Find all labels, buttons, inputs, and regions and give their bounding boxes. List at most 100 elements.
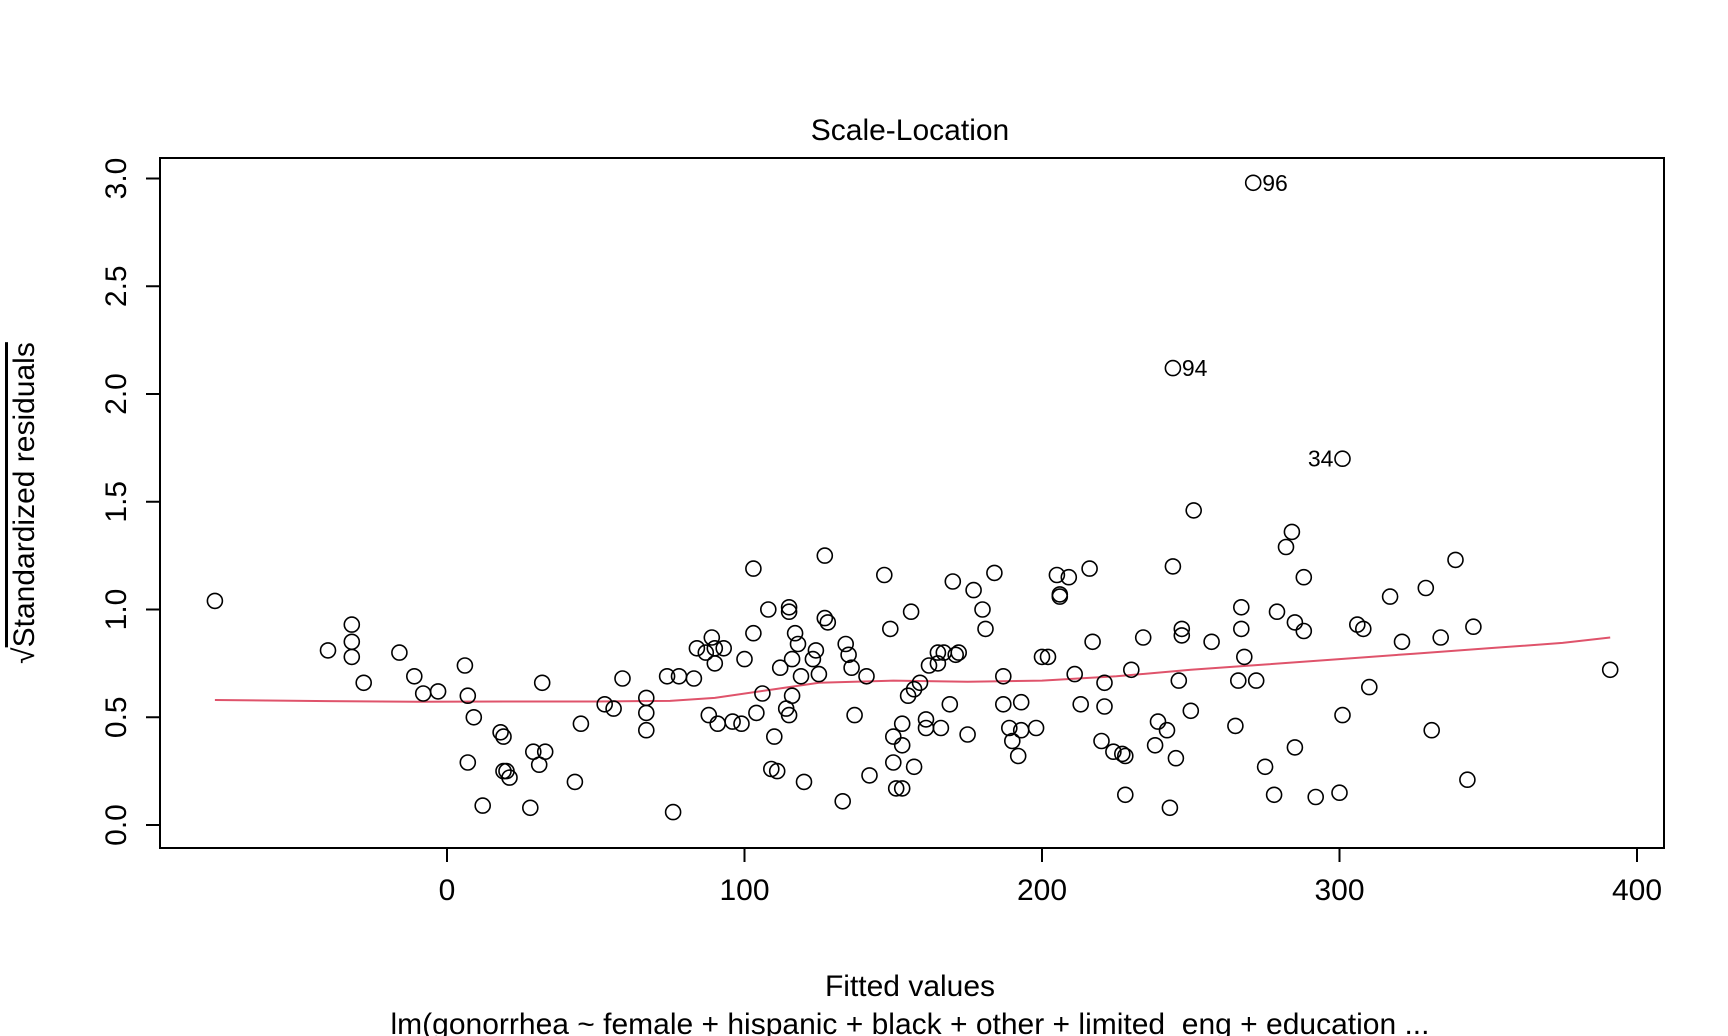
y-tick-label: 1.0	[100, 589, 133, 631]
data-point	[986, 564, 1003, 582]
data-point	[1247, 672, 1265, 689]
data-point	[572, 715, 590, 733]
data-point	[843, 659, 860, 677]
data-point	[1230, 672, 1247, 689]
data-point	[941, 695, 959, 713]
data-point	[703, 629, 721, 646]
data-point	[459, 687, 477, 705]
data-point	[887, 780, 905, 797]
data-point	[1227, 717, 1244, 735]
data-point	[840, 646, 857, 664]
data-point	[780, 598, 798, 616]
data-point	[206, 592, 224, 610]
chart-title: Scale-Location	[811, 114, 1009, 147]
data-point	[929, 644, 947, 661]
data-point	[1051, 588, 1069, 605]
data-point	[780, 706, 798, 724]
data-point	[1236, 648, 1253, 666]
data-point	[819, 614, 837, 631]
data-point	[1060, 568, 1078, 586]
data-point	[1393, 633, 1411, 651]
data-point	[745, 560, 762, 577]
data-point	[959, 726, 976, 743]
data-point	[768, 762, 786, 780]
data-point	[748, 704, 765, 722]
y-tick-label: 0.0	[100, 804, 133, 846]
data-point	[920, 657, 938, 674]
data-point	[965, 581, 982, 599]
data-point	[1465, 618, 1482, 636]
data-point	[944, 573, 962, 590]
data-point	[902, 603, 920, 621]
data-point	[905, 758, 923, 776]
data-point	[1447, 551, 1464, 569]
point-label: 34	[1308, 446, 1334, 472]
x-axis: 0 100 200 300 400	[439, 847, 1662, 907]
data-point	[861, 767, 878, 784]
data-point	[1084, 633, 1101, 651]
data-point	[759, 601, 777, 618]
y-axis-label: √Standardized residuals	[8, 342, 41, 664]
data-points	[206, 174, 1619, 821]
data-point	[1233, 620, 1250, 638]
data-point	[858, 667, 875, 685]
data-point	[1158, 721, 1176, 739]
data-point	[1459, 771, 1476, 789]
data-point	[1432, 629, 1449, 646]
data-point	[977, 620, 994, 638]
data-point	[1105, 743, 1122, 761]
x-tick-label: 300	[1314, 874, 1364, 907]
data-point	[807, 642, 825, 659]
y-tick-label: 2.5	[100, 265, 133, 307]
data-point	[459, 754, 477, 771]
data-point	[917, 719, 935, 737]
data-point	[697, 644, 715, 661]
data-point	[1027, 719, 1045, 737]
data-point	[905, 680, 923, 698]
data-point	[754, 685, 771, 702]
data-point	[658, 667, 676, 685]
data-point	[1134, 629, 1152, 646]
data-point	[536, 743, 554, 761]
data-point	[783, 687, 801, 705]
x-axis-label: Fitted values	[825, 970, 995, 1003]
data-point	[1000, 719, 1018, 737]
point-label: 96	[1262, 170, 1288, 196]
data-point	[1601, 661, 1619, 679]
y-axis: 0.0 0.5 1.0 1.5 2.0 2.5 3.0	[100, 158, 161, 846]
data-point	[1355, 620, 1372, 638]
data-point	[1286, 739, 1304, 756]
data-point	[816, 547, 834, 564]
x-tick-label: 200	[1017, 874, 1067, 907]
data-point	[533, 674, 551, 692]
data-point	[795, 773, 813, 791]
data-point	[1093, 732, 1110, 750]
data-point	[994, 667, 1012, 685]
data-point	[834, 792, 852, 810]
data-point	[715, 639, 733, 657]
data-point	[893, 736, 911, 754]
data-point	[1033, 648, 1051, 666]
data-point	[1295, 622, 1313, 640]
data-point	[1381, 588, 1399, 605]
x-tick-label: 400	[1612, 874, 1662, 907]
data-point	[1417, 579, 1435, 597]
data-point	[706, 639, 724, 657]
smoother-line	[214, 636, 1611, 703]
data-point	[429, 683, 447, 700]
point-label: 94	[1182, 355, 1208, 381]
data-point	[804, 650, 822, 668]
data-point	[899, 687, 917, 705]
data-point	[780, 603, 798, 621]
data-point	[1334, 706, 1351, 724]
data-point	[405, 667, 423, 685]
data-point	[786, 624, 804, 642]
data-point	[1164, 359, 1182, 377]
data-point	[810, 665, 828, 683]
data-point	[414, 685, 432, 702]
data-point	[950, 644, 968, 661]
data-point	[1164, 558, 1182, 575]
data-point	[1268, 603, 1286, 621]
plot-frame	[159, 157, 1665, 849]
